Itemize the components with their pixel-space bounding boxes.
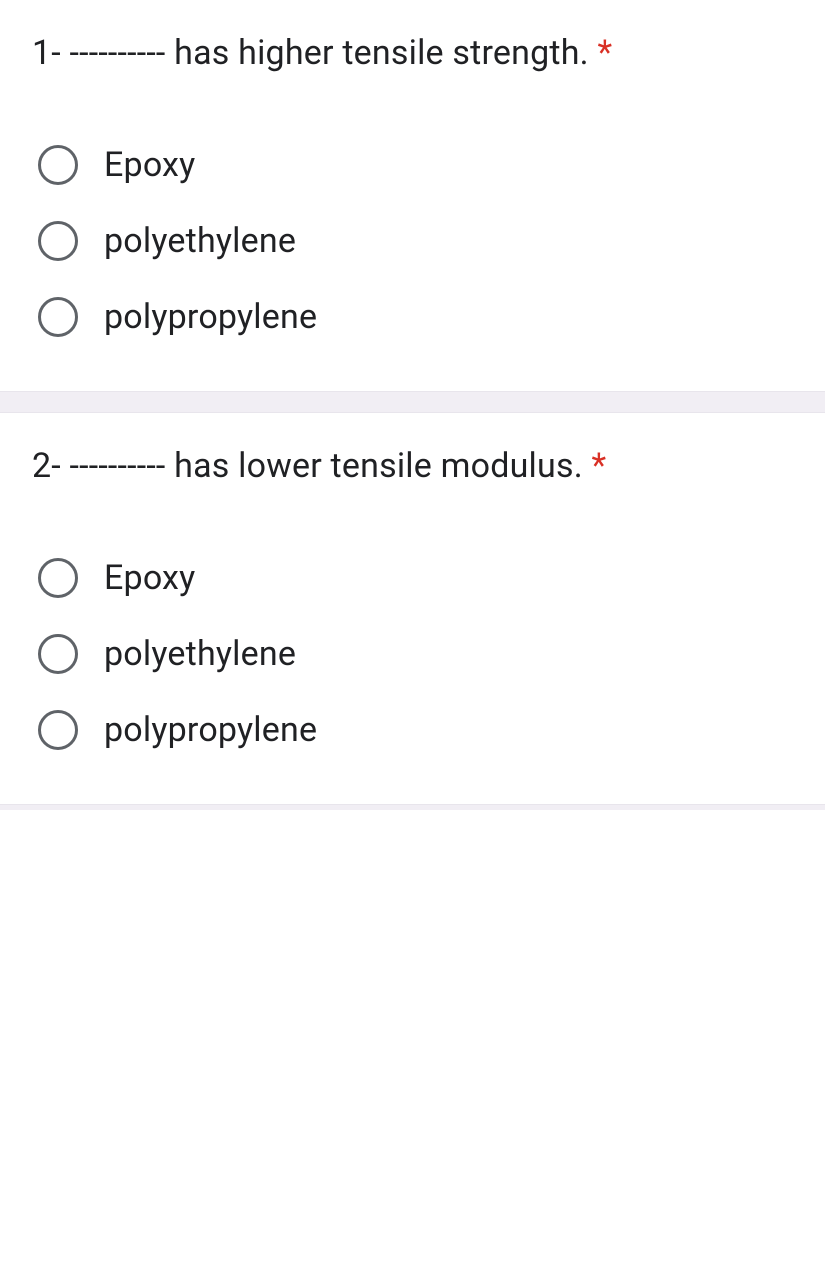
question-block-2: 2- ---------- has lower tensile modulus.… xyxy=(0,413,825,804)
options-container-1: Epoxy polyethylene polypropylene xyxy=(32,127,793,355)
option-label: polyethylene xyxy=(104,221,296,261)
question-text-2: 2- ---------- has lower tensile modulus.… xyxy=(32,441,793,492)
question-blank: ---------- xyxy=(70,33,166,73)
question-prefix: 2- xyxy=(32,446,70,486)
question-body: has lower tensile modulus. xyxy=(166,446,592,486)
required-asterisk: * xyxy=(592,446,607,486)
radio-circle-icon xyxy=(38,634,78,674)
question-block-1: 1- ---------- has higher tensile strengt… xyxy=(0,0,825,391)
radio-circle-icon xyxy=(38,710,78,750)
radio-option-polyethylene-1[interactable]: polyethylene xyxy=(32,203,793,279)
radio-circle-icon xyxy=(38,221,78,261)
radio-circle-icon xyxy=(38,145,78,185)
question-divider xyxy=(0,391,825,413)
radio-option-polyethylene-2[interactable]: polyethylene xyxy=(32,616,793,692)
option-label: polypropylene xyxy=(104,710,317,750)
option-label: Epoxy xyxy=(104,145,195,185)
question-blank: ---------- xyxy=(70,446,166,486)
option-label: polyethylene xyxy=(104,634,296,674)
form-container: 1- ---------- has higher tensile strengt… xyxy=(0,0,825,810)
radio-option-epoxy-1[interactable]: Epoxy xyxy=(32,127,793,203)
question-body: has higher tensile strength. xyxy=(166,33,598,73)
radio-circle-icon xyxy=(38,558,78,598)
options-container-2: Epoxy polyethylene polypropylene xyxy=(32,540,793,768)
radio-circle-icon xyxy=(38,297,78,337)
option-label: Epoxy xyxy=(104,558,195,598)
radio-option-polypropylene-2[interactable]: polypropylene xyxy=(32,692,793,768)
required-asterisk: * xyxy=(597,33,612,73)
radio-option-polypropylene-1[interactable]: polypropylene xyxy=(32,279,793,355)
question-text-1: 1- ---------- has higher tensile strengt… xyxy=(32,28,793,79)
question-prefix: 1- xyxy=(32,33,70,73)
option-label: polypropylene xyxy=(104,297,317,337)
bottom-divider xyxy=(0,804,825,810)
radio-option-epoxy-2[interactable]: Epoxy xyxy=(32,540,793,616)
